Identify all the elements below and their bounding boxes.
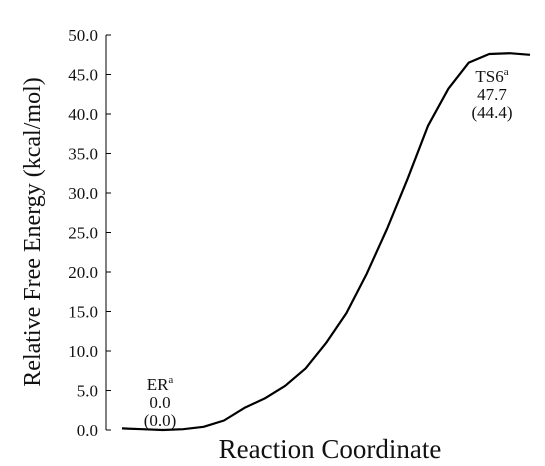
y-tick-label: 10.0: [68, 342, 98, 361]
y-tick-label: 45.0: [68, 66, 98, 85]
y-tick-label: 35.0: [68, 145, 98, 164]
y-tick-label: 40.0: [68, 105, 98, 124]
y-tick-label: 50.0: [68, 26, 98, 45]
energy-curve: [121, 52, 531, 432]
y-tick-label: 15.0: [68, 303, 98, 322]
annotation-name-text: ER: [147, 375, 169, 394]
annotation-paren: (44.4): [471, 103, 512, 122]
y-tick-label: 20.0: [68, 263, 98, 282]
annotation-energy: 0.0: [149, 393, 170, 412]
y-axis-label: Relative Free Energy (kcal/mol): [20, 77, 46, 386]
annotation-paren: (0.0): [144, 411, 177, 430]
annotation-name-text: TS6: [475, 67, 503, 86]
y-tick-label: 25.0: [68, 224, 98, 243]
annotation-superscript: a: [504, 66, 509, 78]
annotation-energy: 47.7: [477, 85, 507, 104]
y-tick-label: 0.0: [77, 421, 98, 440]
annotation-name: ERa: [147, 374, 174, 394]
y-tick-label: 5.0: [77, 382, 98, 401]
annotation-superscript: a: [168, 374, 173, 386]
annotation-name: TS6a: [475, 66, 508, 86]
y-tick-label: 30.0: [68, 184, 98, 203]
x-axis-label: Reaction Coordinate: [219, 434, 442, 464]
